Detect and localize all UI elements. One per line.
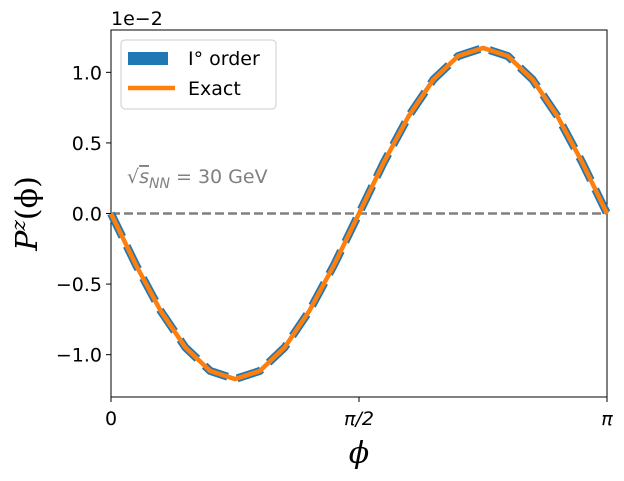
y-axis-label: Pz(ϕ) <box>6 176 45 252</box>
y-tick-label: −1.0 <box>56 345 102 367</box>
series-group <box>107 43 611 384</box>
y-tick-label: 0.0 <box>72 204 102 226</box>
annotation-suffix: = 30 GeV <box>170 166 268 188</box>
y-tick-label: 1.0 <box>72 62 102 84</box>
y-label-sup: z <box>6 220 30 232</box>
x-tick-label: 0 <box>105 408 117 430</box>
y-label-main: P <box>10 230 45 252</box>
annotation-sqrt: √ <box>127 166 140 188</box>
legend: I° order Exact <box>120 39 277 110</box>
legend-label-0: I° order <box>188 48 260 70</box>
series-line-1 <box>108 45 610 382</box>
x-axis-label: ϕ <box>349 436 369 471</box>
y-tick-label: 0.5 <box>72 133 102 155</box>
x-axis-ticks: 0 π/2 π <box>105 397 613 430</box>
y-label-arg: (ϕ) <box>10 176 45 220</box>
energy-annotation: √sNN = 30 GeV <box>127 166 268 192</box>
annotation-subscript: NN <box>149 176 170 192</box>
y-axis-ticks: 1.0 0.5 0.0 −0.5 −1.0 <box>56 62 111 367</box>
legend-label-1: Exact <box>188 78 241 100</box>
legend-swatch-0 <box>128 52 168 65</box>
annotation-radicand: s <box>139 166 149 188</box>
x-tick-label: π <box>601 408 613 430</box>
y-scale-multiplier: 1e−2 <box>111 8 163 30</box>
y-tick-label: −0.5 <box>56 274 102 296</box>
x-tick-label: π/2 <box>344 408 374 430</box>
